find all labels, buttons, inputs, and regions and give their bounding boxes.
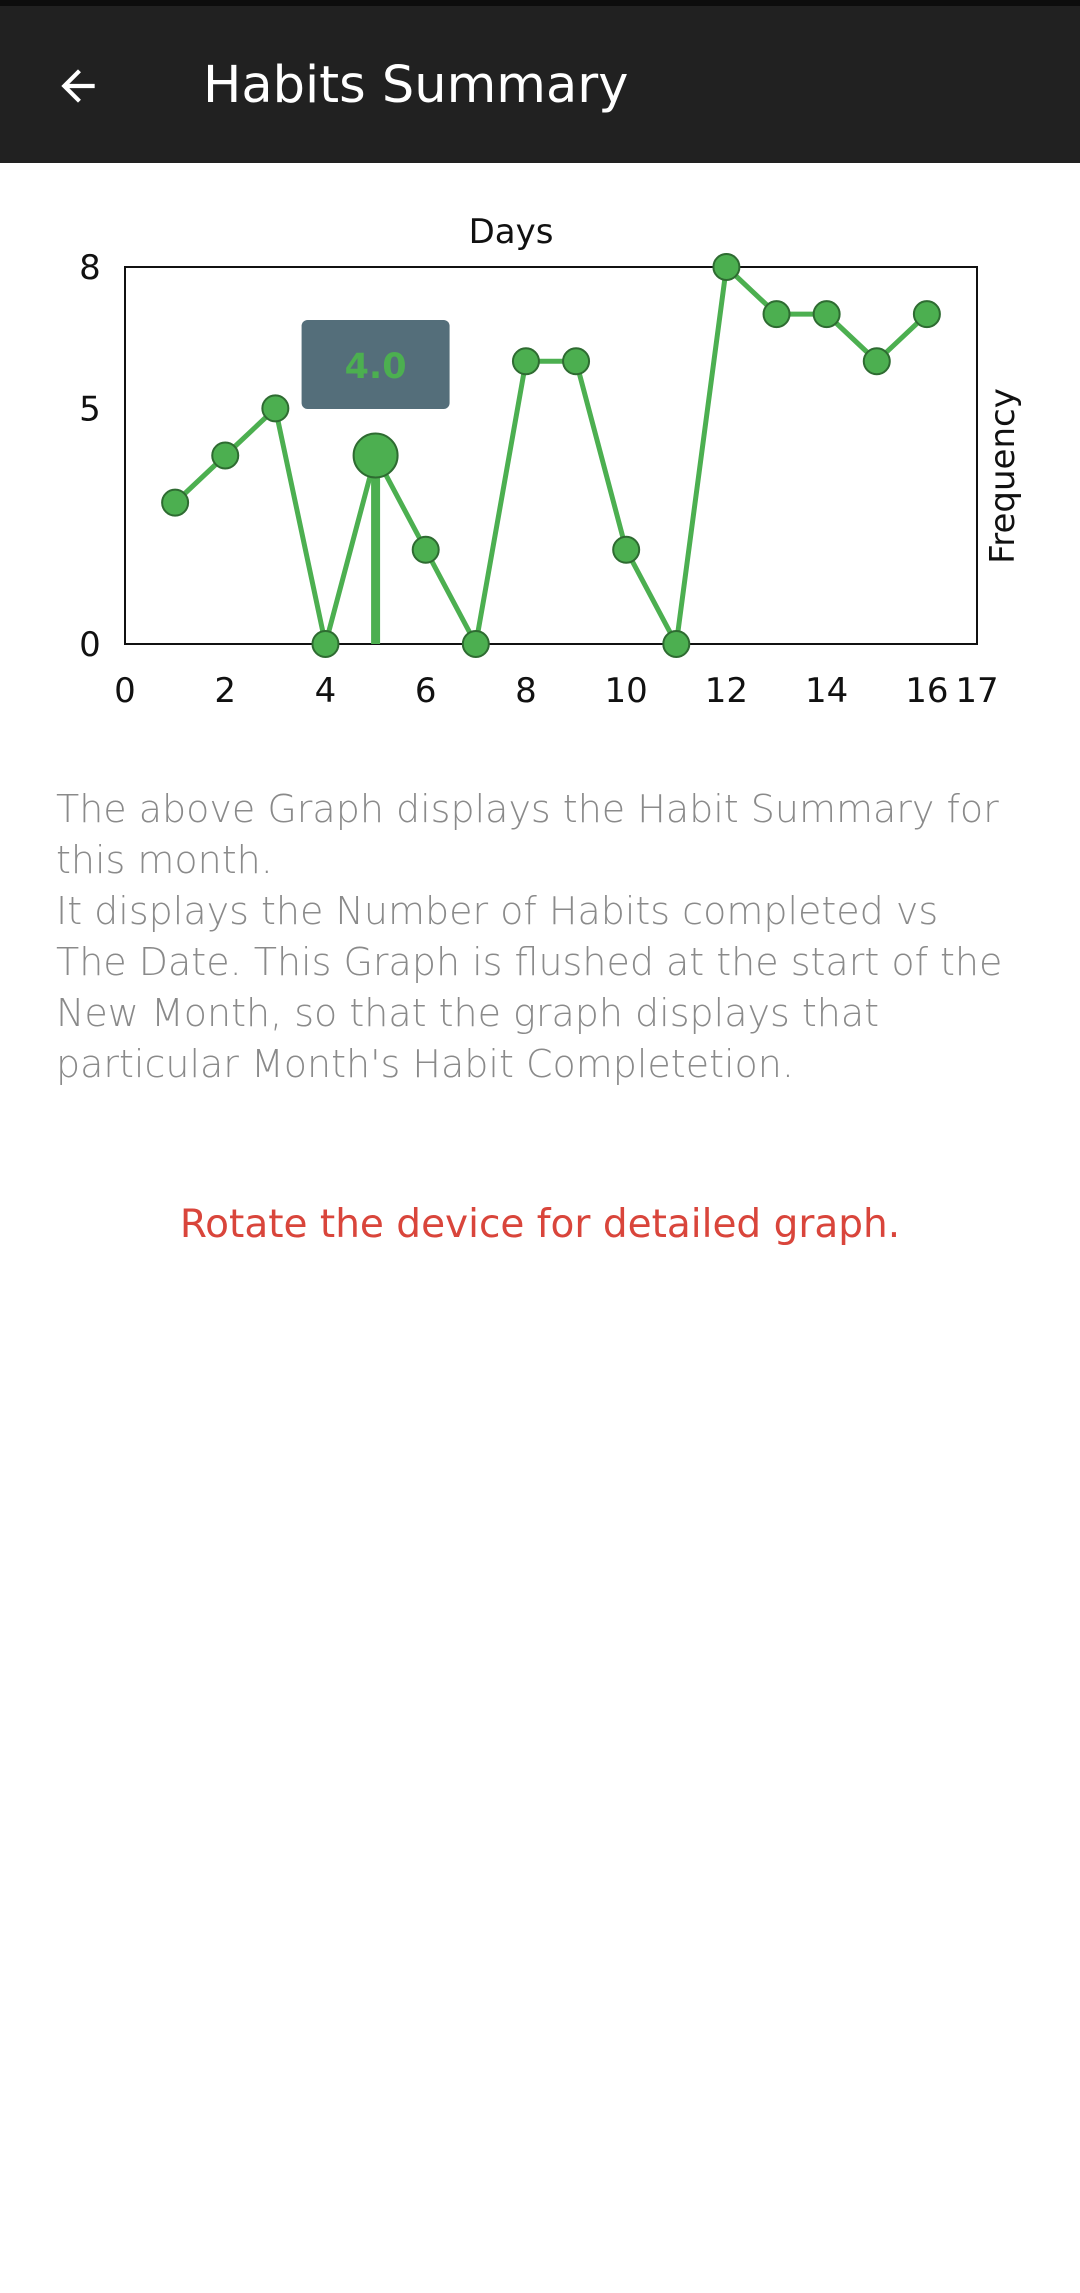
data-point[interactable]: [161, 488, 190, 517]
highlighted-data-point[interactable]: [352, 432, 399, 479]
graph-description: The above Graph displays the Habit Summa…: [56, 784, 1016, 1090]
status-bar: [0, 0, 1080, 6]
back-button[interactable]: [36, 44, 120, 128]
data-point[interactable]: [461, 630, 490, 658]
app-bar: Habits Summary: [0, 6, 1080, 163]
rotate-hint: Rotate the device for detailed graph.: [179, 1202, 901, 1247]
data-point[interactable]: [411, 535, 440, 564]
x-tick-label: 12: [705, 671, 748, 711]
value-tooltip-label: 4.0: [345, 347, 407, 387]
habits-line-chart[interactable]: 0 2 4 6 8 10 12 14 16 17 0 5 8 4.0 Days Frequency: [0, 163, 1080, 743]
y-tick-label: 0: [79, 625, 101, 665]
x-tick-label: 17: [955, 671, 998, 711]
x-tick-label: 4: [315, 671, 337, 711]
data-point[interactable]: [712, 253, 741, 281]
data-point[interactable]: [511, 347, 540, 376]
data-point[interactable]: [261, 394, 290, 423]
y-tick-label: 5: [79, 389, 101, 429]
y-tick-label: 8: [79, 248, 101, 288]
page-title: Habits Summary: [203, 56, 629, 115]
data-point[interactable]: [662, 630, 691, 658]
data-point[interactable]: [311, 630, 340, 658]
x-tick-label: 2: [214, 671, 236, 711]
x-tick-label: 0: [114, 671, 136, 711]
data-point[interactable]: [762, 300, 791, 329]
data-point[interactable]: [211, 441, 240, 470]
value-tooltip: [301, 320, 450, 409]
plot-frame: [124, 266, 978, 645]
data-point[interactable]: [912, 300, 941, 329]
description-line-1: The above Graph displays the Habit Summa…: [56, 787, 999, 882]
x-tick-label: 6: [415, 671, 437, 711]
data-point[interactable]: [612, 535, 641, 564]
arrow-back-icon: [61, 69, 95, 103]
chart-title: Days: [469, 212, 554, 252]
x-tick-label: 16: [905, 671, 948, 711]
x-tick-label: 10: [605, 671, 648, 711]
x-tick-label: 8: [515, 671, 537, 711]
data-point[interactable]: [862, 347, 891, 376]
description-line-2: It displays the Number of Habits complet…: [56, 889, 1003, 1086]
habits-chart[interactable]: 0 2 4 6 8 10 12 14 16 17 0 5 8 4.0 Days Frequency: [0, 163, 1080, 743]
y-axis-label: Frequency: [983, 388, 1023, 564]
data-point[interactable]: [562, 347, 591, 376]
x-tick-label: 14: [805, 671, 848, 711]
data-point[interactable]: [812, 300, 841, 329]
series-line: [173, 264, 929, 647]
